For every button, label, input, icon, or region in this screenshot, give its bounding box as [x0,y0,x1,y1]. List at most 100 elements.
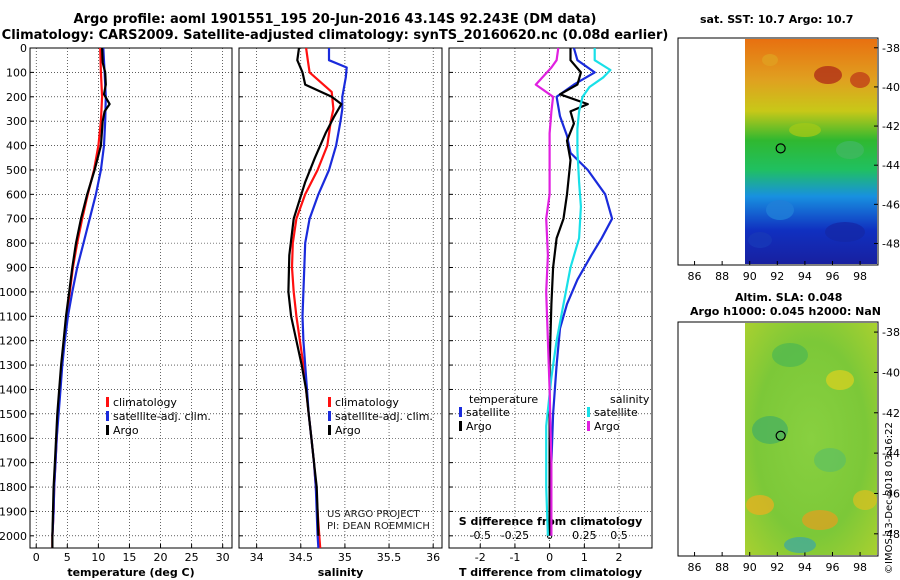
sla-field-blob [826,370,854,390]
depth-tick-label: 1900 [0,505,27,518]
sst-field-blob [836,141,864,159]
legend-heading-salinity: salinity [610,393,650,406]
x-tick-label: 0 [33,551,40,564]
s-diff-tick-label: 0.5 [610,529,628,542]
sst-field-blob [825,222,865,242]
lat-tick-label: -40 [882,81,900,94]
depth-tick-label: 300 [6,115,27,128]
x-tick-label: 20 [154,551,168,564]
chart-title-line1: Argo profile: aoml 1901551_195 20-Jun-20… [73,12,597,27]
legend-swatch [459,407,462,417]
s-diff-tick-label: 0.25 [572,529,597,542]
lon-tick-label: 90 [743,270,757,283]
legend-label: satellite-adj. clim. [335,410,433,423]
sla-field-blob [752,416,788,444]
lat-tick-label: -46 [882,487,900,500]
sst-field-blob [814,66,842,84]
x-tick-label: 2 [616,551,623,564]
lat-tick-label: -38 [882,42,900,55]
x-tick-label: 35 [338,551,352,564]
x-tick-label: 34 [250,551,264,564]
x-tick-label: 30 [216,551,230,564]
panel-1: 0100200300400500600700800900100011001200… [0,42,233,579]
lon-tick-label: 86 [688,270,702,283]
legend-swatch [106,425,109,435]
depth-tick-label: 1500 [0,408,27,421]
sla-map-title-line2: Argo h1000: 0.045 h2000: NaN [690,305,882,318]
x-tick-label: -1 [509,551,520,564]
series-line-salinity-argo [534,47,560,536]
sst-field-blob [850,72,870,88]
lon-tick-label: 94 [798,561,812,574]
series-line-argo [51,47,111,548]
lat-tick-label: -44 [882,159,900,172]
lon-tick-label: 88 [715,270,729,283]
sst-field-blob [762,54,778,66]
lon-tick-label: 92 [770,561,784,574]
sla-map: -38 -40 -42 -44 -46 -48 86 88 90 92 94 96 98 [677,321,900,574]
legend-swatch [328,397,331,407]
lat-tick-label: -38 [882,326,900,339]
depth-tick-label: 800 [6,237,27,250]
x-tick-label: -2 [475,551,486,564]
legend-swatch [587,407,590,417]
legend-swatch [587,421,590,431]
lat-tick-label: -48 [882,237,900,250]
sst-field-blob [766,200,794,220]
x-axis-label: salinity [318,566,364,579]
lat-tick-label: -40 [882,366,900,379]
sst-map: -38 -40 -42 -44 -46 -48 86 88 90 92 94 96 98 [677,37,900,283]
s-diff-tick-label: -0.5 [469,529,490,542]
series-line-salinity-satellite [545,48,612,536]
lat-tick-label: -48 [882,528,900,541]
plot-frame [238,47,443,549]
depth-tick-label: 1200 [0,335,27,348]
pi-annotation: PI: DEAN ROEMMICH [327,521,430,532]
depth-tick-label: 1000 [0,286,27,299]
sla-field-blob [814,448,846,472]
depth-tick-label: 1800 [0,481,27,494]
x-tick-label: 1 [581,551,588,564]
sla-field-blob [772,343,808,367]
depth-tick-label: 0 [20,42,27,55]
x-axis-label: T difference from climatology [459,566,642,579]
sla-map-title-line1: Altim. SLA: 0.048 [735,291,843,304]
legend-label: Argo [466,420,492,433]
legend-label: Argo [335,424,361,437]
lon-tick-label: 90 [743,561,757,574]
legend-label: Argo [113,424,139,437]
lon-tick-label: 92 [770,270,784,283]
depth-tick-label: 200 [6,91,27,104]
sst-field-blob [789,123,821,137]
depth-tick-label: 1600 [0,432,27,445]
legend-swatch [328,411,331,421]
x-tick-label: 15 [122,551,136,564]
legend-label: climatology [113,396,177,409]
depth-tick-label: 1100 [0,310,27,323]
x-tick-label: 35.5 [377,551,402,564]
depth-tick-label: 500 [6,164,27,177]
lon-tick-label: 96 [825,270,839,283]
chart-title-line2: Climatology: CARS2009. Satellite-adjuste… [1,28,669,43]
legend-label: satellite-adj. clim. [113,410,211,423]
plot-frame [29,47,233,549]
lon-tick-label: 88 [715,561,729,574]
x-axis-label: temperature (deg C) [67,566,194,579]
legend-swatch [328,425,331,435]
depth-tick-label: 2000 [0,530,27,543]
lat-tick-label: -42 [882,120,900,133]
x-tick-label: 34.5 [289,551,314,564]
legend-label: satellite [594,406,638,419]
x-tick-label: 0 [546,551,553,564]
depth-tick-label: 1400 [0,383,27,396]
x-tick-label: 36 [426,551,440,564]
x-tick-label: 25 [185,551,199,564]
lon-tick-label: 96 [825,561,839,574]
depth-tick-label: 1700 [0,457,27,470]
panel-2: 34 34.5 35 35.5 36 salinity climatologysatelli… [238,47,443,579]
depth-tick-label: 600 [6,188,27,201]
legend-swatch [106,411,109,421]
argo-position-marker [775,143,786,154]
depth-tick-label: 900 [6,262,27,275]
